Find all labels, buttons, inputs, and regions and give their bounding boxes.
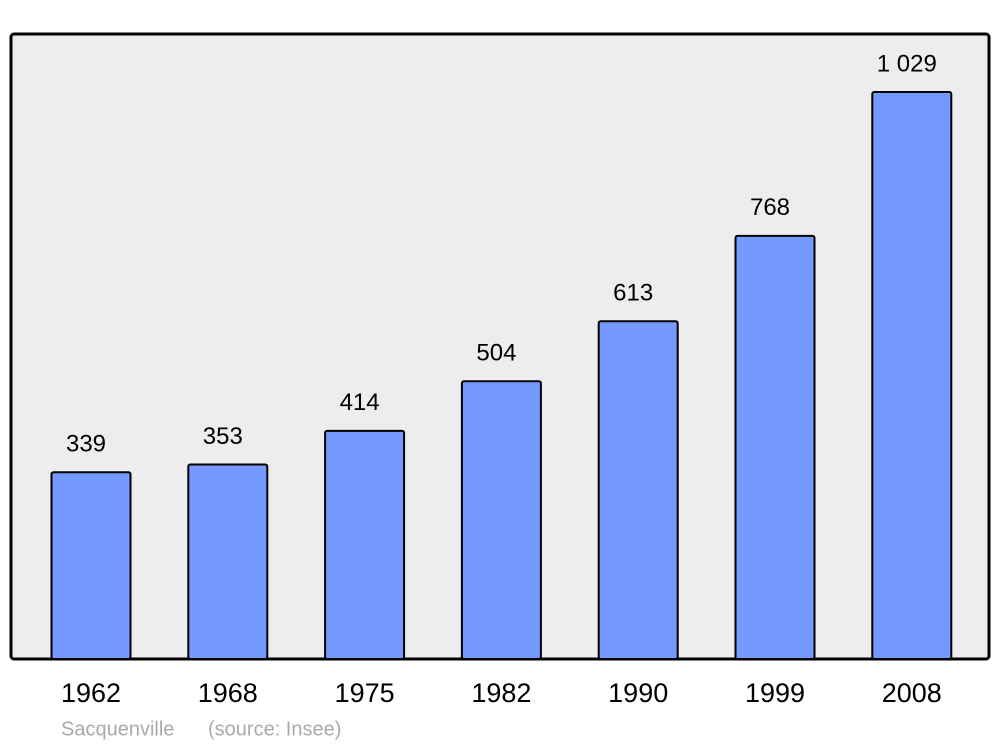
x-tick-label: 1975 — [335, 678, 395, 708]
value-label: 504 — [476, 340, 516, 367]
x-tick-label: 2008 — [882, 678, 942, 708]
x-tick-label: 1968 — [198, 678, 258, 708]
value-label: 339 — [66, 431, 106, 458]
value-label: 414 — [340, 389, 380, 416]
x-tick-label: 1999 — [745, 678, 805, 708]
value-label: 353 — [203, 423, 243, 450]
bar — [871, 91, 953, 660]
bar — [50, 471, 132, 660]
x-tick-label: 1990 — [608, 678, 668, 708]
value-label: 613 — [613, 280, 653, 307]
x-tick-label: 1982 — [471, 678, 531, 708]
bar — [597, 320, 679, 660]
place-name: Sacquenville — [61, 718, 174, 740]
value-label: 1 029 — [877, 50, 937, 77]
source: (source: Insee) — [208, 718, 341, 740]
bar — [324, 429, 406, 661]
bar — [734, 234, 816, 661]
bar — [187, 463, 269, 661]
value-label: 768 — [750, 194, 790, 221]
bar — [460, 380, 542, 660]
x-tick-label: 1962 — [61, 678, 121, 708]
